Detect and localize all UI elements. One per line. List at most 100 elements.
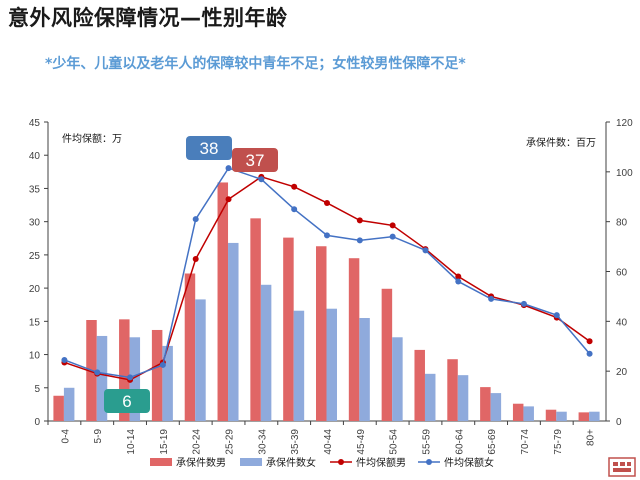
left-tick-label: 10: [29, 351, 41, 362]
x-tick-label: 10-14: [126, 429, 137, 455]
point-件均保额女-65-69: [488, 295, 495, 302]
bar-承保件数男-80+: [578, 412, 590, 421]
point-件均保额女-50-54: [389, 233, 396, 240]
bar-承保件数女-55-59: [424, 373, 436, 421]
legend-marker-件均保额男: [338, 459, 344, 465]
callout-badge-37: [232, 148, 278, 172]
left-tick-label: 15: [29, 317, 41, 328]
left-tick-label: 35: [29, 184, 41, 195]
x-tick-label: 50-54: [389, 429, 400, 455]
point-件均保额女-35-39: [291, 206, 298, 213]
point-件均保额女-45-49: [356, 237, 363, 244]
logo-icon: [608, 457, 636, 477]
bar-承保件数女-35-39: [293, 310, 305, 421]
legend-swatch-承保件数男: [150, 458, 172, 466]
legend-swatch-承保件数女: [240, 458, 262, 466]
bar-承保件数女-60-64: [457, 375, 469, 421]
bar-承保件数男-35-39: [283, 237, 294, 421]
point-件均保额女-40-44: [324, 232, 330, 239]
bar-承保件数男-65-69: [480, 387, 491, 421]
callout-badge-6: [104, 389, 150, 413]
x-tick-label: 0-4: [60, 429, 71, 444]
right-axis-label: 承保件数：百万: [526, 136, 596, 149]
x-tick-label: 15-19: [159, 429, 170, 455]
bar-承保件数男-60-64: [447, 359, 458, 421]
bar-承保件数男-70-74: [512, 403, 524, 421]
left-tick-label: 5: [34, 384, 40, 395]
callout-text-37: 37: [246, 151, 265, 170]
x-tick-label: 55-59: [421, 429, 432, 455]
bar-承保件数女-10-14: [129, 337, 141, 421]
bar-承保件数男-20-24: [184, 273, 196, 421]
bar-承保件数女-50-54: [392, 337, 403, 421]
bar-承保件数男-40-44: [316, 246, 327, 421]
point-件均保额女-15-19: [159, 361, 166, 368]
bar-承保件数女-75-79: [556, 411, 567, 421]
chart-labels: 0 5 10 15 20 25 30 35 40 45 0 20 40 60 80 100 120 件均保额：万 承…: [29, 118, 633, 455]
left-tick-label: 20: [29, 284, 41, 295]
point-件均保额女-30-34: [258, 176, 265, 183]
legend-label-件均保额女: 件均保额女: [444, 456, 494, 469]
chart-lines: [61, 165, 593, 383]
point-件均保额男-20-24: [192, 256, 199, 263]
left-tick-label: 0: [34, 417, 40, 428]
bar-承保件数男-25-29: [217, 182, 229, 421]
point-件均保额女-5-9: [94, 369, 101, 376]
bar-承保件数男-0-4: [53, 395, 64, 421]
x-tick-label: 30-34: [257, 429, 268, 455]
chart-bars: [53, 182, 600, 421]
x-tick-label: 35-39: [290, 429, 301, 455]
bar-承保件数男-45-49: [348, 258, 360, 421]
point-件均保额男-80+: [586, 338, 593, 345]
x-tick-label: 60-64: [454, 429, 465, 455]
chart-callouts: 38 37 6: [104, 136, 278, 413]
right-tick-label: 120: [616, 118, 633, 129]
bar-承保件数女-65-69: [490, 393, 502, 421]
legend-label-承保件数女: 承保件数女: [266, 456, 316, 469]
x-tick-label: 75-79: [553, 429, 564, 455]
x-tick-label: 40-44: [323, 429, 334, 455]
callout-badge-38: [186, 136, 232, 160]
left-axis-label: 件均保额：万: [62, 132, 122, 145]
point-件均保额男-35-39: [291, 183, 298, 190]
chart-legend: 承保件数男 承保件数女 件均保额男 件均保额女: [150, 456, 494, 469]
page-title: 意外风险保障情况—性别年龄: [8, 6, 288, 30]
right-tick-label: 40: [616, 317, 628, 328]
legend-label-承保件数男: 承保件数男: [176, 456, 226, 469]
bar-承保件数男-50-54: [381, 288, 393, 421]
point-件均保额女-60-64: [455, 278, 462, 285]
legend-label-件均保额男: 件均保额男: [356, 456, 406, 469]
bar-承保件数男-55-59: [414, 349, 425, 421]
point-件均保额女-20-24: [192, 216, 199, 223]
point-件均保额女-80+: [586, 350, 593, 357]
point-件均保额女-70-74: [520, 300, 527, 307]
right-tick-label: 20: [616, 367, 628, 378]
left-tick-label: 45: [29, 118, 41, 129]
bar-承保件数男-75-79: [545, 409, 557, 421]
x-tick-label: 20-24: [192, 429, 203, 455]
point-件均保额女-75-79: [553, 312, 560, 319]
point-件均保额男-60-64: [455, 273, 462, 280]
bar-承保件数女-0-4: [63, 387, 75, 421]
point-件均保额男-45-49: [356, 217, 363, 224]
callout-text-38: 38: [200, 139, 219, 158]
x-tick-label: 25-29: [225, 429, 236, 455]
x-tick-label: 5-9: [93, 429, 104, 444]
bar-承保件数女-15-19: [162, 345, 173, 421]
bar-承保件数男-10-14: [119, 319, 130, 421]
point-件均保额男-25-29: [225, 196, 232, 203]
bar-承保件数女-30-34: [260, 284, 272, 421]
bar-承保件数女-20-24: [195, 299, 206, 421]
point-件均保额女-0-4: [61, 356, 68, 363]
point-件均保额女-25-29: [225, 165, 232, 172]
left-tick-label: 40: [29, 151, 41, 162]
legend-marker-件均保额女: [426, 459, 432, 465]
x-tick-label: 65-69: [487, 429, 498, 455]
x-tick-label: 45-49: [356, 429, 367, 455]
chart-axes: [44, 121, 610, 425]
point-件均保额女-10-14: [127, 374, 134, 381]
point-件均保额男-50-54: [389, 222, 396, 229]
point-件均保额男-40-44: [324, 199, 330, 206]
left-tick-label: 30: [29, 218, 41, 229]
